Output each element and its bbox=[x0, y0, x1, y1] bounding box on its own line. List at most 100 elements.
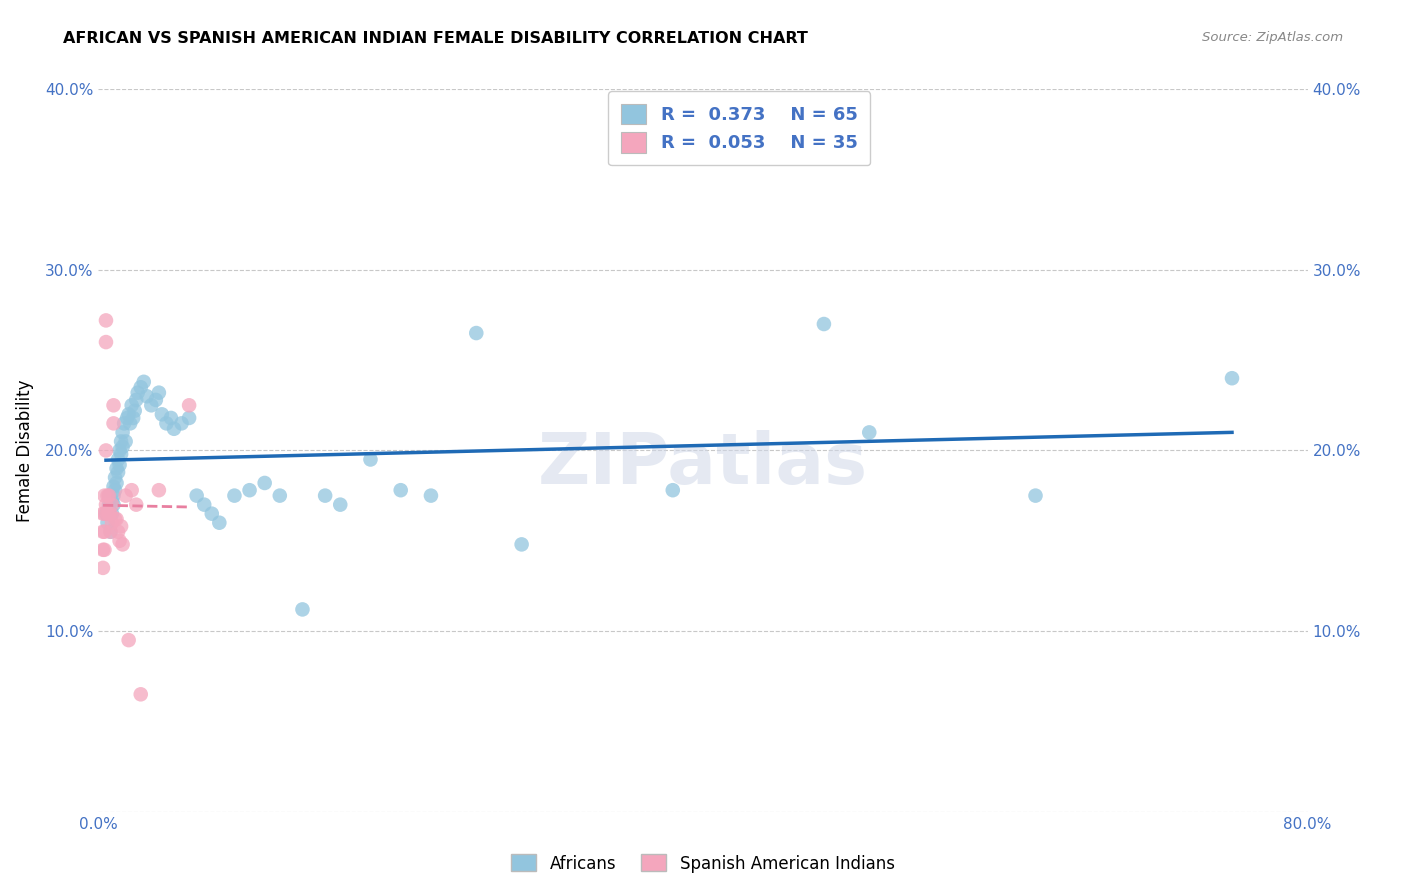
Point bbox=[1220, 371, 1243, 385]
Point bbox=[179, 398, 201, 412]
Point bbox=[103, 489, 125, 503]
Point bbox=[100, 524, 122, 539]
Point bbox=[121, 483, 143, 498]
Point bbox=[121, 398, 143, 412]
Point bbox=[465, 326, 488, 340]
Point bbox=[103, 417, 125, 431]
Point bbox=[314, 489, 336, 503]
Point bbox=[118, 633, 141, 648]
Point bbox=[201, 507, 224, 521]
Point bbox=[129, 380, 152, 394]
Point bbox=[224, 489, 246, 503]
Point bbox=[858, 425, 880, 440]
Point bbox=[141, 398, 163, 412]
Point bbox=[107, 452, 129, 467]
Point bbox=[148, 385, 170, 400]
Point bbox=[94, 334, 117, 349]
Point bbox=[160, 411, 183, 425]
Point bbox=[103, 398, 125, 412]
Point bbox=[661, 483, 683, 498]
Point bbox=[104, 470, 127, 484]
Point bbox=[98, 507, 121, 521]
Point bbox=[98, 489, 121, 503]
Point bbox=[110, 519, 132, 533]
Point bbox=[91, 507, 114, 521]
Point bbox=[91, 524, 114, 539]
Point bbox=[150, 407, 173, 422]
Point bbox=[155, 417, 177, 431]
Point bbox=[291, 602, 314, 616]
Point bbox=[148, 483, 170, 498]
Text: AFRICAN VS SPANISH AMERICAN INDIAN FEMALE DISABILITY CORRELATION CHART: AFRICAN VS SPANISH AMERICAN INDIAN FEMAL… bbox=[63, 31, 808, 46]
Point bbox=[125, 498, 148, 512]
Point bbox=[94, 498, 117, 512]
Point bbox=[107, 524, 129, 539]
Point bbox=[111, 425, 134, 440]
Point bbox=[111, 440, 134, 454]
Point bbox=[132, 375, 155, 389]
Point bbox=[111, 537, 134, 551]
Point bbox=[105, 512, 128, 526]
Point bbox=[91, 561, 114, 575]
Point bbox=[104, 483, 127, 498]
Point bbox=[360, 452, 382, 467]
Point bbox=[91, 542, 114, 557]
Point bbox=[253, 475, 276, 490]
Point bbox=[118, 407, 141, 422]
Point bbox=[110, 434, 132, 449]
Point bbox=[145, 392, 167, 407]
Point bbox=[108, 533, 131, 548]
Point bbox=[104, 512, 127, 526]
Point bbox=[125, 392, 148, 407]
Point bbox=[96, 489, 118, 503]
Point bbox=[813, 317, 835, 331]
Point bbox=[186, 489, 208, 503]
Y-axis label: Female Disability: Female Disability bbox=[15, 379, 34, 522]
Point bbox=[105, 475, 128, 490]
Point bbox=[107, 465, 129, 479]
Point bbox=[108, 443, 131, 458]
Point bbox=[105, 461, 128, 475]
Text: ZIPatlas: ZIPatlas bbox=[538, 431, 868, 500]
Legend: Africans, Spanish American Indians: Africans, Spanish American Indians bbox=[505, 847, 901, 880]
Point bbox=[179, 411, 201, 425]
Point bbox=[163, 422, 186, 436]
Point bbox=[94, 313, 117, 327]
Point bbox=[93, 507, 115, 521]
Point bbox=[100, 524, 122, 539]
Point bbox=[110, 447, 132, 461]
Point bbox=[108, 458, 131, 472]
Point bbox=[100, 507, 122, 521]
Point bbox=[135, 389, 157, 403]
Point bbox=[94, 443, 117, 458]
Point bbox=[127, 385, 149, 400]
Point bbox=[112, 417, 135, 431]
Text: Source: ZipAtlas.com: Source: ZipAtlas.com bbox=[1202, 31, 1343, 45]
Point bbox=[101, 516, 124, 530]
Point bbox=[170, 417, 193, 431]
Point bbox=[114, 434, 136, 449]
Point bbox=[115, 411, 138, 425]
Point bbox=[96, 507, 118, 521]
Point bbox=[103, 498, 125, 512]
Point bbox=[122, 411, 145, 425]
Point bbox=[208, 516, 231, 530]
Point bbox=[124, 403, 146, 417]
Point bbox=[329, 498, 352, 512]
Point bbox=[93, 524, 115, 539]
Point bbox=[114, 489, 136, 503]
Point bbox=[510, 537, 533, 551]
Point bbox=[101, 507, 124, 521]
Point bbox=[96, 516, 118, 530]
Point bbox=[101, 498, 124, 512]
Legend: R =  0.373    N = 65, R =  0.053    N = 35: R = 0.373 N = 65, R = 0.053 N = 35 bbox=[609, 91, 870, 165]
Point bbox=[420, 489, 443, 503]
Point bbox=[94, 507, 117, 521]
Point bbox=[129, 687, 152, 701]
Point bbox=[93, 542, 115, 557]
Point bbox=[98, 498, 121, 512]
Point bbox=[120, 417, 142, 431]
Point bbox=[389, 483, 412, 498]
Point bbox=[93, 489, 115, 503]
Point bbox=[269, 489, 291, 503]
